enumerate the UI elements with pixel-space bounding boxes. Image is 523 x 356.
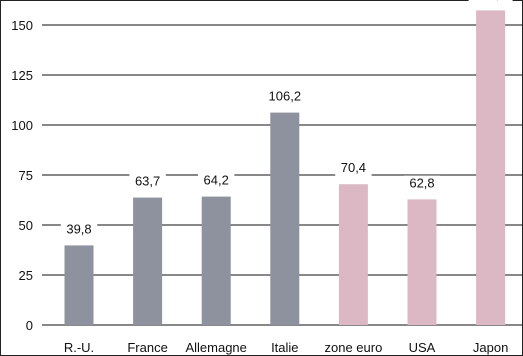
value-label: 70,4: [341, 160, 366, 175]
value-label: 64,2: [204, 173, 229, 188]
y-axis-ticks: 0 25 50 75 100 125 150: [11, 18, 33, 333]
bar: [338, 184, 368, 325]
value-label-backdrop: [129, 173, 166, 190]
y-tick-label: 100: [11, 118, 33, 133]
value-labels: 39,8 63,7 64,2 106,2 70,4 62,8 157,3: [60, 0, 513, 238]
bar: [64, 245, 94, 325]
value-label: 106,2: [269, 89, 302, 104]
bar: [476, 10, 506, 326]
x-category-label: France: [127, 340, 167, 355]
x-category-label: zone euro: [324, 340, 382, 355]
bar: [201, 196, 231, 325]
bar: [133, 197, 163, 325]
y-tick-label: 0: [26, 318, 33, 333]
value-label: 62,8: [409, 175, 434, 190]
bars: [64, 10, 506, 326]
value-label-backdrop: [262, 88, 307, 105]
y-tick-label: 50: [19, 218, 33, 233]
value-label: 157,3: [474, 0, 507, 1]
y-tick-label: 25: [19, 268, 33, 283]
x-category-label: Allemagne: [185, 340, 246, 355]
x-axis-categories: R.-U. France Allemagne Italie zone euro USA Ja…: [64, 340, 508, 355]
y-tick-label: 150: [11, 18, 33, 33]
value-label-backdrop: [335, 160, 372, 177]
bar: [270, 112, 300, 325]
value-label: 39,8: [66, 221, 91, 236]
value-label-backdrop: [198, 172, 235, 189]
value-label-backdrop: [60, 221, 98, 238]
y-tick-label: 125: [11, 68, 33, 83]
value-label-backdrop: [468, 0, 513, 3]
x-category-label: Italie: [271, 340, 298, 355]
value-label: 63,7: [135, 174, 160, 189]
bar: [407, 199, 437, 325]
gridlines: [42, 24, 523, 326]
x-category-label: USA: [409, 340, 436, 355]
x-category-label: Japon: [473, 340, 508, 355]
value-label-backdrop: [403, 175, 441, 192]
x-category-label: R.-U.: [64, 340, 94, 355]
y-tick-label: 75: [19, 168, 33, 183]
